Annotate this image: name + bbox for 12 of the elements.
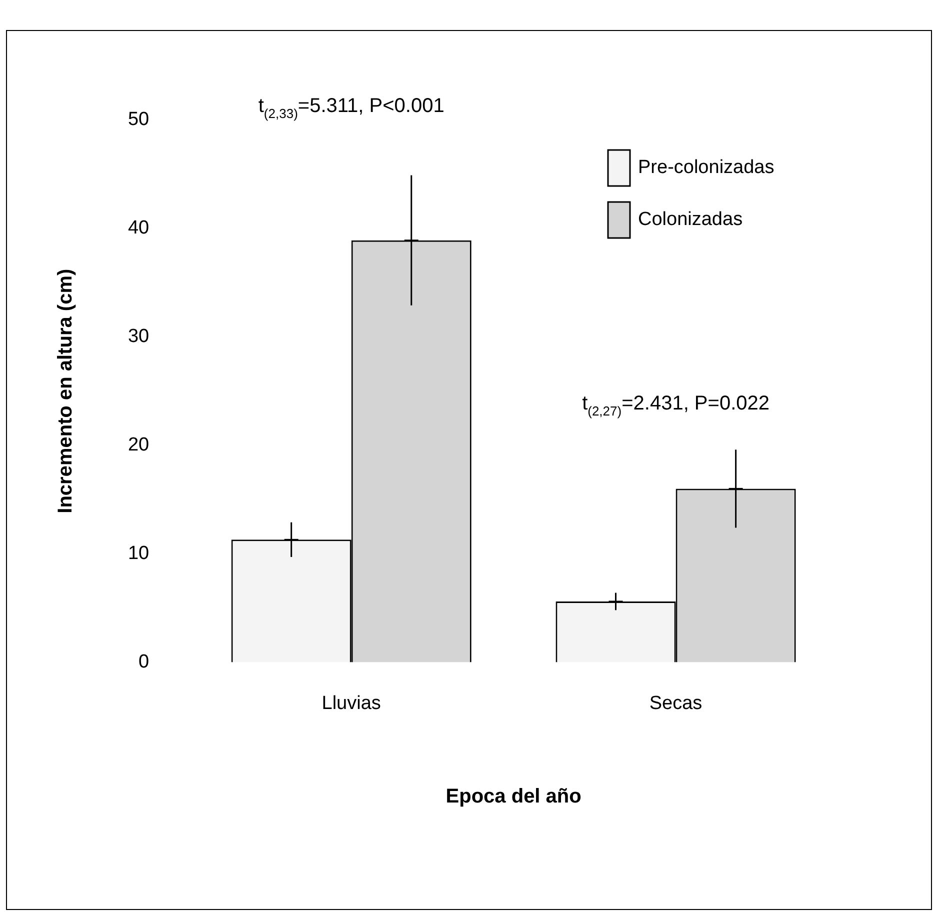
x-tick-label: Secas xyxy=(649,692,702,714)
y-tick-label: 0 xyxy=(138,651,150,672)
y-tick-label: 10 xyxy=(128,542,150,564)
legend-label: Colonizadas xyxy=(638,209,743,230)
legend-label: Pre-colonizadas xyxy=(638,157,774,178)
x-axis-title: Epoca del año xyxy=(446,786,582,808)
x-tick-label: Lluvias xyxy=(322,692,381,714)
y-tick-label: 40 xyxy=(128,218,150,239)
y-tick-label: 30 xyxy=(128,326,150,348)
y-tick-label: 50 xyxy=(128,109,150,130)
y-tick-label: 20 xyxy=(128,434,150,456)
y-axis-title: Incremento en altura (cm) xyxy=(54,268,77,514)
